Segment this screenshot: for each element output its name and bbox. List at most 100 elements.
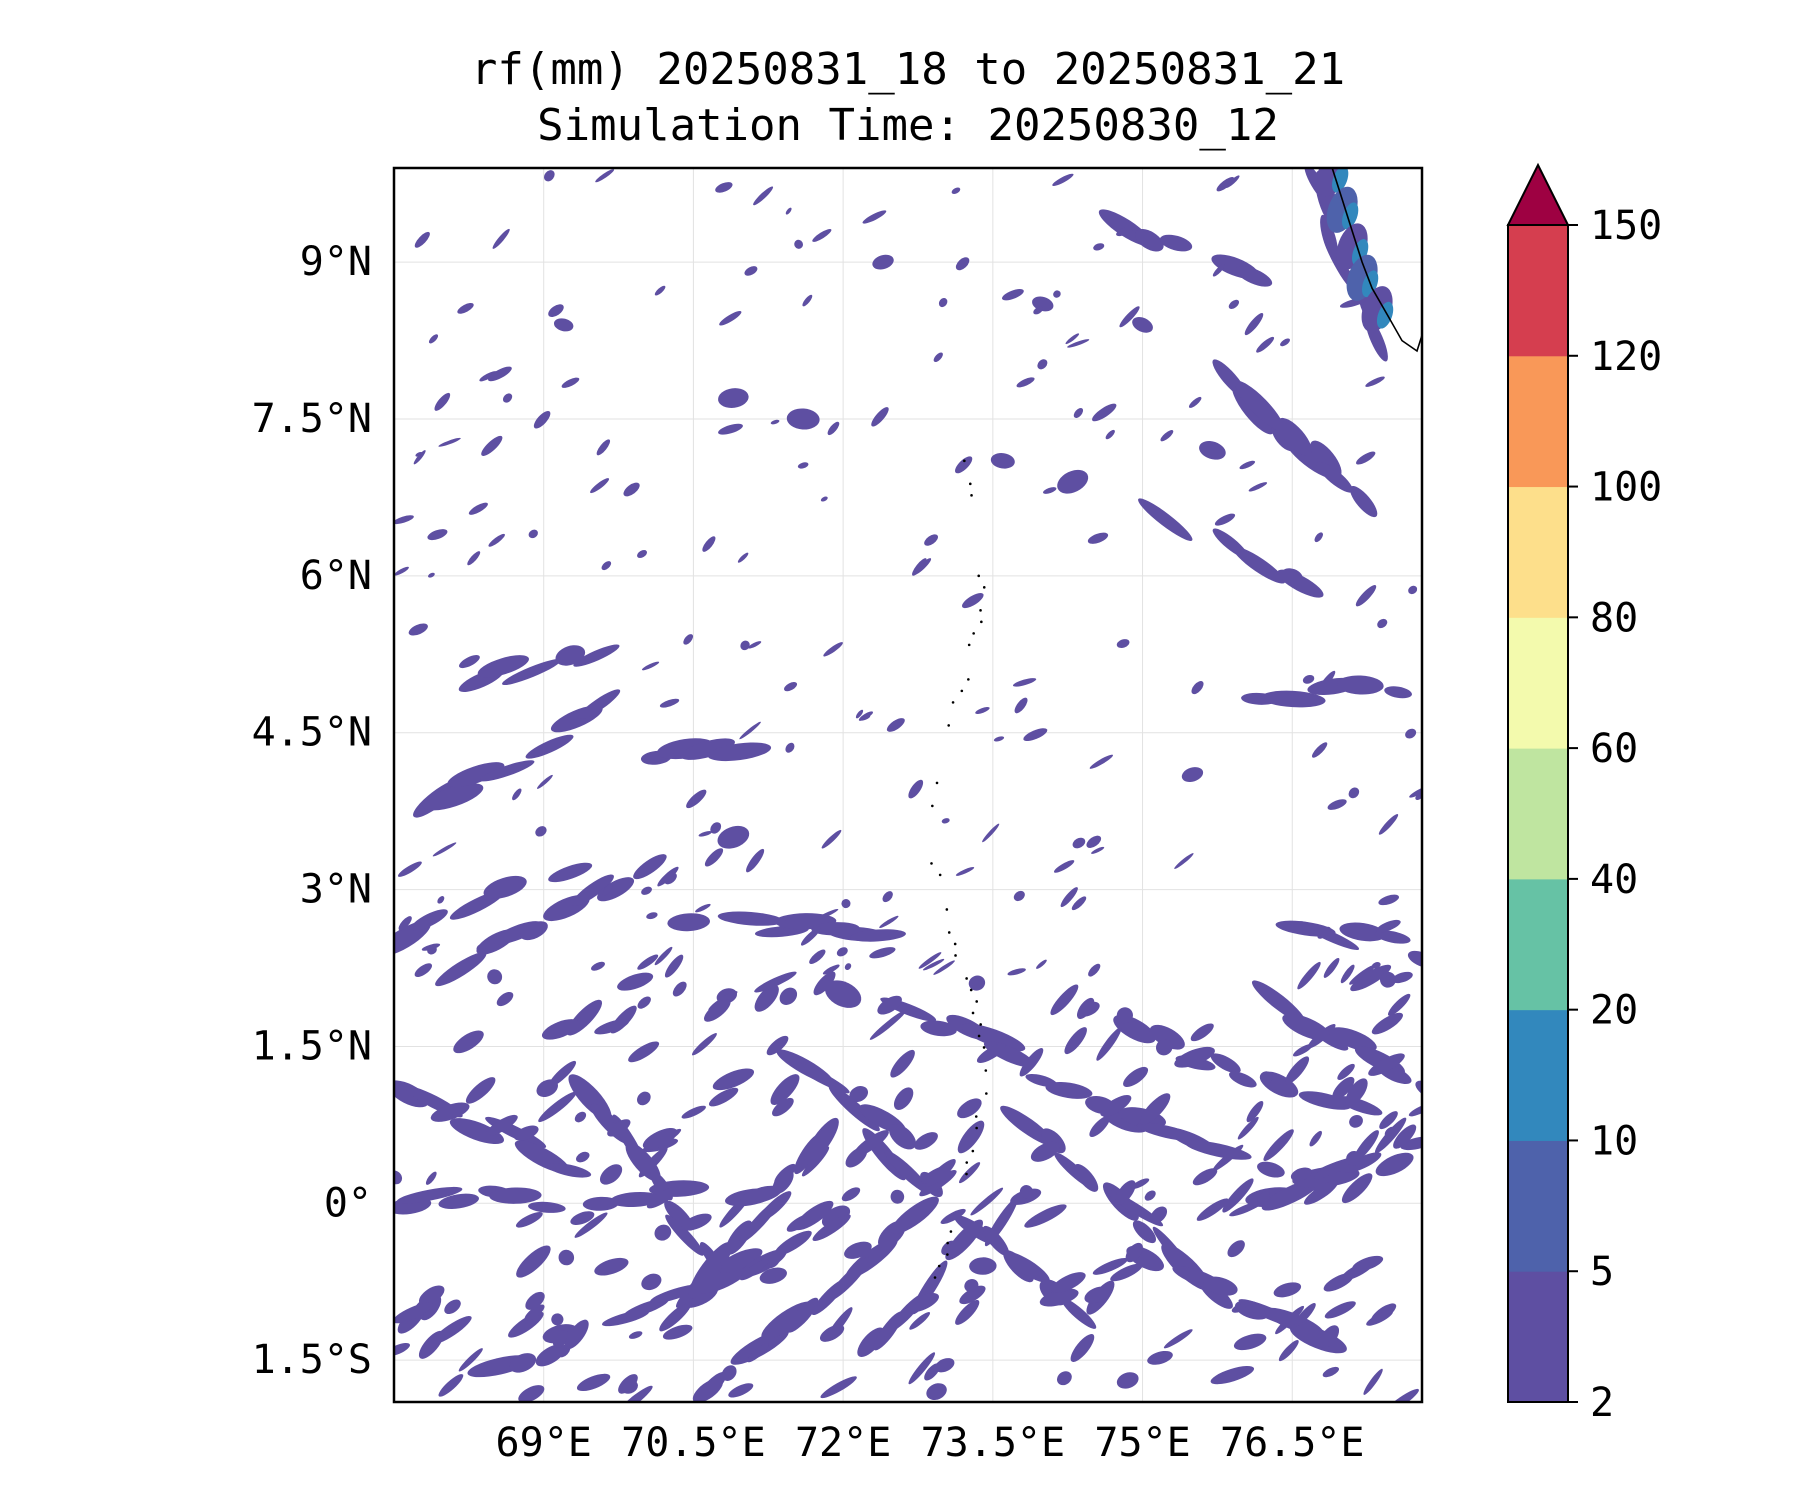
rain-band-segment <box>1235 380 1284 432</box>
atoll-island <box>937 1264 941 1268</box>
rain-cell <box>1371 1012 1403 1035</box>
rain-cell <box>641 1273 662 1291</box>
rain-band-segment <box>1400 1136 1422 1151</box>
rain-cell <box>1060 887 1078 908</box>
rain-cell <box>476 944 486 953</box>
rain-cell <box>877 995 902 1015</box>
rain-band-segment <box>480 760 535 782</box>
rain-cell <box>924 1363 941 1381</box>
y-tick-label: 0° <box>324 1180 372 1226</box>
colorbar-tick-label: 100 <box>1590 465 1662 511</box>
atoll-island <box>980 620 983 624</box>
rain-band-segment <box>1339 922 1386 942</box>
atoll-island <box>975 1000 979 1003</box>
atoll-island <box>979 1023 982 1026</box>
rain-cell <box>841 899 851 909</box>
rain-band-segment <box>1298 1091 1352 1110</box>
rain-band-segment <box>449 1118 505 1145</box>
rain-cell <box>772 1097 794 1117</box>
rain-cell <box>786 408 820 430</box>
rain-cell <box>654 1224 672 1241</box>
rain-cell <box>918 952 942 969</box>
rain-cell <box>558 1249 575 1266</box>
rain-band-segment <box>1149 1024 1185 1050</box>
rain-cell <box>970 1187 1004 1216</box>
rain-cell <box>576 1151 590 1163</box>
rain-cell <box>740 1185 783 1205</box>
rain-band-segment <box>1298 921 1360 950</box>
rain-cell <box>1237 1116 1259 1140</box>
rain-cell <box>871 407 889 427</box>
atoll-island <box>963 459 966 463</box>
rain-cell <box>1088 963 1101 977</box>
rain-cell <box>591 961 605 971</box>
atoll-island <box>946 1253 949 1256</box>
rain-cell <box>569 717 585 728</box>
rain-cell <box>704 848 724 867</box>
rain-cell <box>718 423 743 435</box>
rain-cell <box>955 866 975 876</box>
rain-cell <box>717 825 750 849</box>
gridlines <box>394 168 1422 1402</box>
rain-cell <box>748 641 762 649</box>
rain-cell <box>1366 1310 1393 1326</box>
rain-cell <box>957 1098 982 1119</box>
atoll-island <box>979 609 982 612</box>
rain-cell <box>1071 896 1087 911</box>
rain-cell <box>1350 964 1392 992</box>
rain-cell <box>1070 1333 1095 1362</box>
y-tick-label: 1.5°N <box>252 1023 372 1069</box>
rain-cell <box>1156 1038 1173 1056</box>
rain-cell <box>797 462 809 469</box>
rain-cell <box>969 1257 997 1275</box>
rain-cell <box>638 1147 668 1178</box>
rain-cell <box>1222 1178 1254 1213</box>
atoll-island <box>951 701 955 704</box>
colorbar-segment <box>1508 748 1568 880</box>
rain-cell <box>785 742 795 753</box>
rain-cell <box>1323 1273 1354 1292</box>
rain-band-segment <box>1257 1161 1285 1178</box>
rain-cell <box>959 1285 986 1305</box>
atoll-island <box>974 1115 978 1118</box>
rain-cell <box>467 551 481 566</box>
rain-cell <box>820 496 828 502</box>
rain-cell <box>418 1285 445 1306</box>
rain-cell <box>1313 1167 1335 1180</box>
rain-cell <box>397 861 422 877</box>
rain-band-segment <box>548 862 593 883</box>
rain-cell <box>646 1186 679 1209</box>
rain-cell <box>1352 1255 1384 1272</box>
rain-cell <box>618 1374 638 1394</box>
rain-band-segment <box>1384 686 1412 699</box>
rain-cell <box>570 1211 595 1225</box>
rain-cell <box>940 1208 966 1225</box>
rain-cell <box>993 736 1005 742</box>
rain-cell <box>662 1324 693 1340</box>
rain-band-segment <box>659 1301 692 1332</box>
rain-cell <box>394 515 414 525</box>
y-tick-label: 3°N <box>300 867 372 913</box>
rain-cell <box>1053 290 1061 298</box>
rain-cell <box>1322 1366 1340 1378</box>
atoll-island <box>971 1149 975 1153</box>
rain-cell <box>599 1164 623 1185</box>
rain-band-segment <box>438 1193 480 1209</box>
rain-cell <box>841 1187 861 1202</box>
rain-cell <box>794 239 803 249</box>
rain-band-segment <box>1000 1105 1055 1147</box>
rain-cell <box>1043 487 1057 494</box>
atoll-island <box>953 942 957 946</box>
rain-cell <box>1377 618 1388 629</box>
rain-cell <box>1263 1129 1294 1162</box>
rain-cell <box>926 1383 947 1400</box>
rain-band-segment <box>1210 1053 1241 1074</box>
rain-cell <box>779 987 798 1005</box>
rain-cell <box>1024 1204 1067 1228</box>
rain-cell <box>976 1043 1006 1063</box>
rain-cell <box>1190 1023 1214 1042</box>
coastline <box>930 168 1422 1279</box>
rain-cell <box>1285 1056 1310 1085</box>
atoll-island <box>954 954 957 957</box>
rain-cell <box>1089 1116 1110 1138</box>
